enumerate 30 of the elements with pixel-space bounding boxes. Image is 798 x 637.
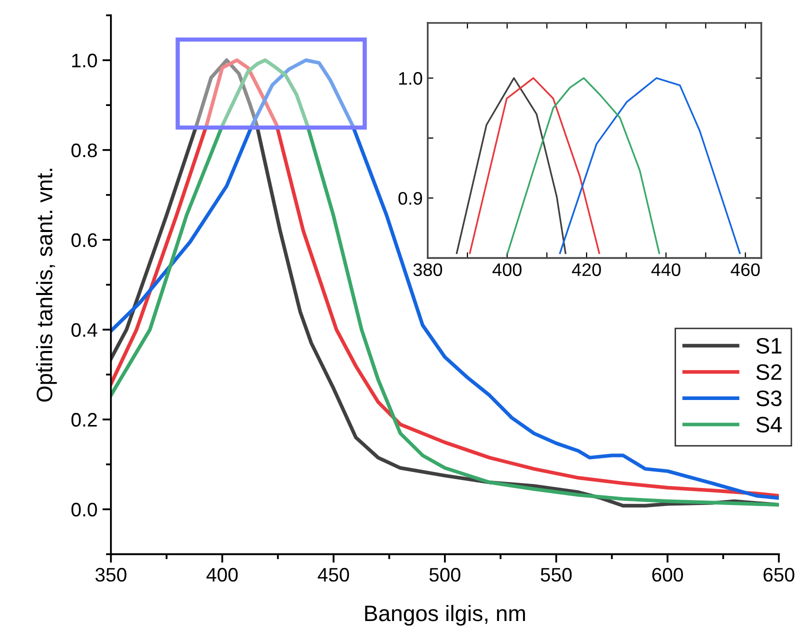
x-tick-label: 460 <box>730 263 760 276</box>
line-series <box>559 77 741 254</box>
x-tick-label: 440 <box>651 263 680 276</box>
legend-label: S2 <box>756 364 782 380</box>
y-tick-label: 1.0 <box>399 72 422 85</box>
x-tick-label: 500 <box>429 568 460 582</box>
x-tick-label: 380 <box>413 263 442 276</box>
line-series <box>506 77 660 254</box>
y-tick-label: 0.9 <box>398 192 422 205</box>
y-tick-label: 0.8 <box>71 143 97 158</box>
legend-label: S3 <box>756 390 782 406</box>
x-tick-label: 550 <box>540 568 572 582</box>
y-tick-label: 1.0 <box>72 54 97 68</box>
y-tick-label: 0.4 <box>71 323 98 337</box>
legend-label: S1 <box>756 338 782 354</box>
y-tick-label: 0.0 <box>71 502 97 517</box>
x-tick-label: 400 <box>492 263 522 276</box>
x-tick-label: 350 <box>95 568 126 582</box>
line-series <box>456 77 566 254</box>
x-tick-label: 420 <box>572 263 601 276</box>
y-tick-label: 0.2 <box>71 412 97 427</box>
x-tick-label: 600 <box>652 568 683 582</box>
x-tick-label: 400 <box>206 568 238 582</box>
y-tick-label: 0.6 <box>71 233 97 248</box>
line-series <box>468 77 600 254</box>
x-tick-label: 650 <box>764 568 794 582</box>
legend-label: S4 <box>756 416 782 432</box>
x-tick-label: 450 <box>318 568 350 582</box>
y-axis-title: Optinis tankis, sant. vnt. <box>36 168 57 402</box>
x-axis-title: Bangos ilgis, nm <box>365 604 525 626</box>
